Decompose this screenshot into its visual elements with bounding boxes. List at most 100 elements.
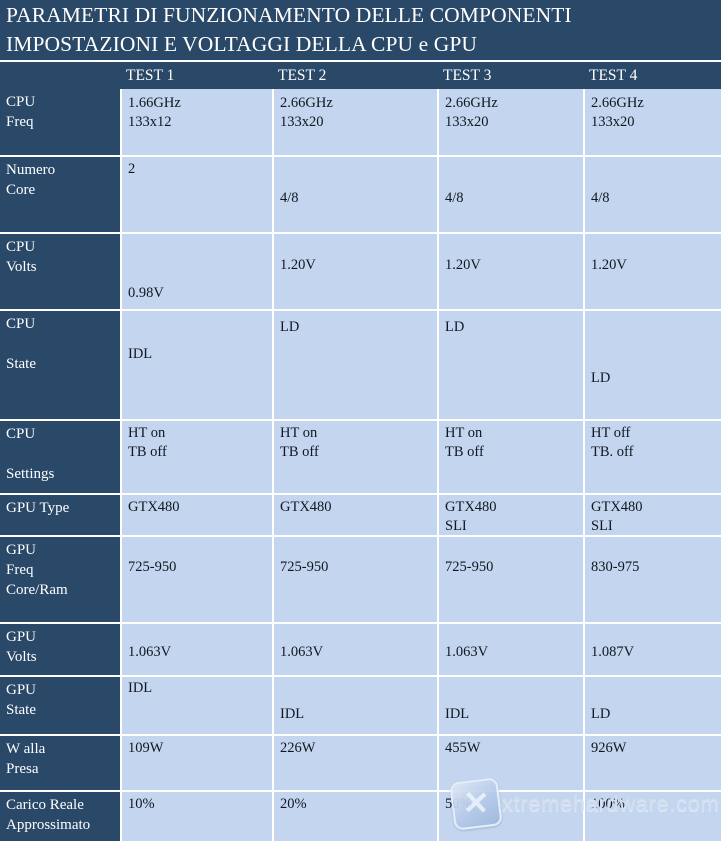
- table-cell: IDL: [272, 677, 437, 734]
- cell-value: 1.063V: [280, 644, 324, 660]
- cell-value: 725-950: [280, 559, 329, 575]
- cell-value: 20%: [280, 796, 307, 812]
- table-cell: 4/8: [583, 157, 721, 232]
- row-label: CPU Volts: [0, 234, 120, 309]
- table-row: Carico Reale Approssimato 10% 20% 50% 100%: [0, 790, 721, 841]
- table-cell: 830-975: [583, 537, 721, 622]
- table-cell: IDL: [120, 677, 272, 734]
- table-row: GPU Volts 1.063V 1.063V 1.063V 1.087V: [0, 622, 721, 675]
- column-header-test-4: TEST 4: [589, 67, 638, 84]
- cell-value: LD: [445, 319, 465, 335]
- table-row: GPU State IDL IDL IDL LD: [0, 675, 721, 734]
- row-label: Carico Reale Approssimato: [0, 792, 120, 841]
- table-cell: 1.20V: [437, 234, 583, 309]
- row-label: GPU Freq Core/Ram: [0, 537, 120, 622]
- cell-value: 0.98V: [128, 285, 164, 301]
- table-cell: 0.98V: [120, 234, 272, 309]
- cell-value: HT on TB off: [445, 425, 484, 460]
- cell-value: 1.20V: [280, 257, 316, 273]
- table-cell: 100%: [583, 792, 721, 841]
- cell-value: 4/8: [280, 190, 299, 206]
- table-cell: 20%: [272, 792, 437, 841]
- cell-value: HT on TB off: [280, 425, 319, 460]
- table-cell: HT on TB off: [437, 421, 583, 493]
- table-cell: 1.20V: [583, 234, 721, 309]
- table-cell: IDL: [120, 311, 272, 419]
- cell-value: 1.66GHz 133x12: [128, 95, 181, 130]
- table-cell: 1.063V: [272, 624, 437, 675]
- table-cell: 1.66GHz 133x12: [120, 89, 272, 155]
- table-row: GPU Type GTX480 GTX480 GTX480 SLI GTX480 SLI: [0, 493, 721, 535]
- table-row: GPU Freq Core/Ram 725-950 725-950 725-950 83…: [0, 535, 721, 622]
- row-label: GPU Volts: [0, 624, 120, 675]
- table-cell: 2.66GHz 133x20: [583, 89, 721, 155]
- table-cell: 2: [120, 157, 272, 232]
- row-label: GPU State: [0, 677, 120, 734]
- page-title-line-1: PARAMETRI DI FUNZIONAMENTO DELLE COMPONE…: [6, 3, 572, 27]
- row-label: CPU State: [0, 311, 120, 419]
- column-header-test-1: TEST 1: [126, 67, 175, 84]
- cell-value: LD: [280, 319, 300, 335]
- table-cell: 1.063V: [437, 624, 583, 675]
- table-cell: GTX480 SLI: [583, 495, 721, 535]
- cell-value: GTX480: [280, 499, 332, 515]
- table-cell: 226W: [272, 736, 437, 790]
- cell-value: 725-950: [445, 559, 494, 575]
- cell-value: 100%: [591, 796, 625, 812]
- table-cell: 10%: [120, 792, 272, 841]
- row-label: GPU Type: [0, 495, 120, 535]
- cell-value: GTX480: [128, 499, 180, 515]
- column-header-test-2: TEST 2: [278, 67, 327, 84]
- cell-value: 725-950: [128, 559, 177, 575]
- table-cell: LD: [272, 311, 437, 419]
- table-row: CPU Settings HT on TB off HT on TB off HT o…: [0, 419, 721, 493]
- table-cell: 1.063V: [120, 624, 272, 675]
- table-cell: HT on TB off: [120, 421, 272, 493]
- table-cell: LD: [583, 677, 721, 734]
- cell-value: 10%: [128, 796, 155, 812]
- cell-value: 830-975: [591, 559, 640, 575]
- table-cell: GTX480: [272, 495, 437, 535]
- table-cell: 926W: [583, 736, 721, 790]
- cell-value: 1.063V: [445, 644, 489, 660]
- table-cell: 109W: [120, 736, 272, 790]
- table-cell: HT off TB. off: [583, 421, 721, 493]
- cell-value: GTX480 SLI: [445, 499, 497, 534]
- row-label: Numero Core: [0, 157, 120, 232]
- cell-value: 1.087V: [591, 644, 635, 660]
- row-label: CPU Freq: [0, 89, 120, 155]
- column-header-row: TEST 1 TEST 2 TEST 3 TEST 4: [0, 60, 721, 89]
- cell-value: IDL: [128, 680, 153, 696]
- table-cell: 50%: [437, 792, 583, 841]
- table-cell: GTX480: [120, 495, 272, 535]
- cell-value: 1.20V: [445, 257, 481, 273]
- cell-value: IDL: [280, 706, 305, 722]
- table-row: Numero Core 2 4/8 4/8 4/8: [0, 155, 721, 232]
- table-row: CPU State IDL LD LD LD: [0, 309, 721, 419]
- cell-value: 109W: [128, 740, 164, 756]
- cell-value: 226W: [280, 740, 316, 756]
- table-cell: 1.087V: [583, 624, 721, 675]
- page-title-line-2: IMPOSTAZIONI E VOLTAGGI DELLA CPU e GPU: [6, 32, 478, 56]
- cell-value: 455W: [445, 740, 481, 756]
- table-cell: 2.66GHz 133x20: [437, 89, 583, 155]
- cell-value: IDL: [445, 706, 470, 722]
- table-cell: LD: [583, 311, 721, 419]
- cell-value: HT off TB. off: [591, 425, 634, 460]
- table-row: CPU Volts 0.98V 1.20V 1.20V 1.20V: [0, 232, 721, 309]
- table-cell: 455W: [437, 736, 583, 790]
- cell-value: 2.66GHz 133x20: [591, 95, 644, 130]
- cell-value: 2.66GHz 133x20: [445, 95, 498, 130]
- cell-value: 4/8: [445, 190, 464, 206]
- table-grid: CPU Freq 1.66GHz 133x12 2.66GHz 133x20 2.66…: [0, 89, 721, 841]
- row-label: CPU Settings: [0, 421, 120, 493]
- cell-value: 4/8: [591, 190, 610, 206]
- table-cell: 725-950: [272, 537, 437, 622]
- table-cell: 725-950: [120, 537, 272, 622]
- table-row: W alla Presa 109W 226W 455W 926W: [0, 734, 721, 790]
- cell-value: HT on TB off: [128, 425, 167, 460]
- table-cell: 4/8: [437, 157, 583, 232]
- table-cell: HT on TB off: [272, 421, 437, 493]
- column-header-test-3: TEST 3: [443, 67, 492, 84]
